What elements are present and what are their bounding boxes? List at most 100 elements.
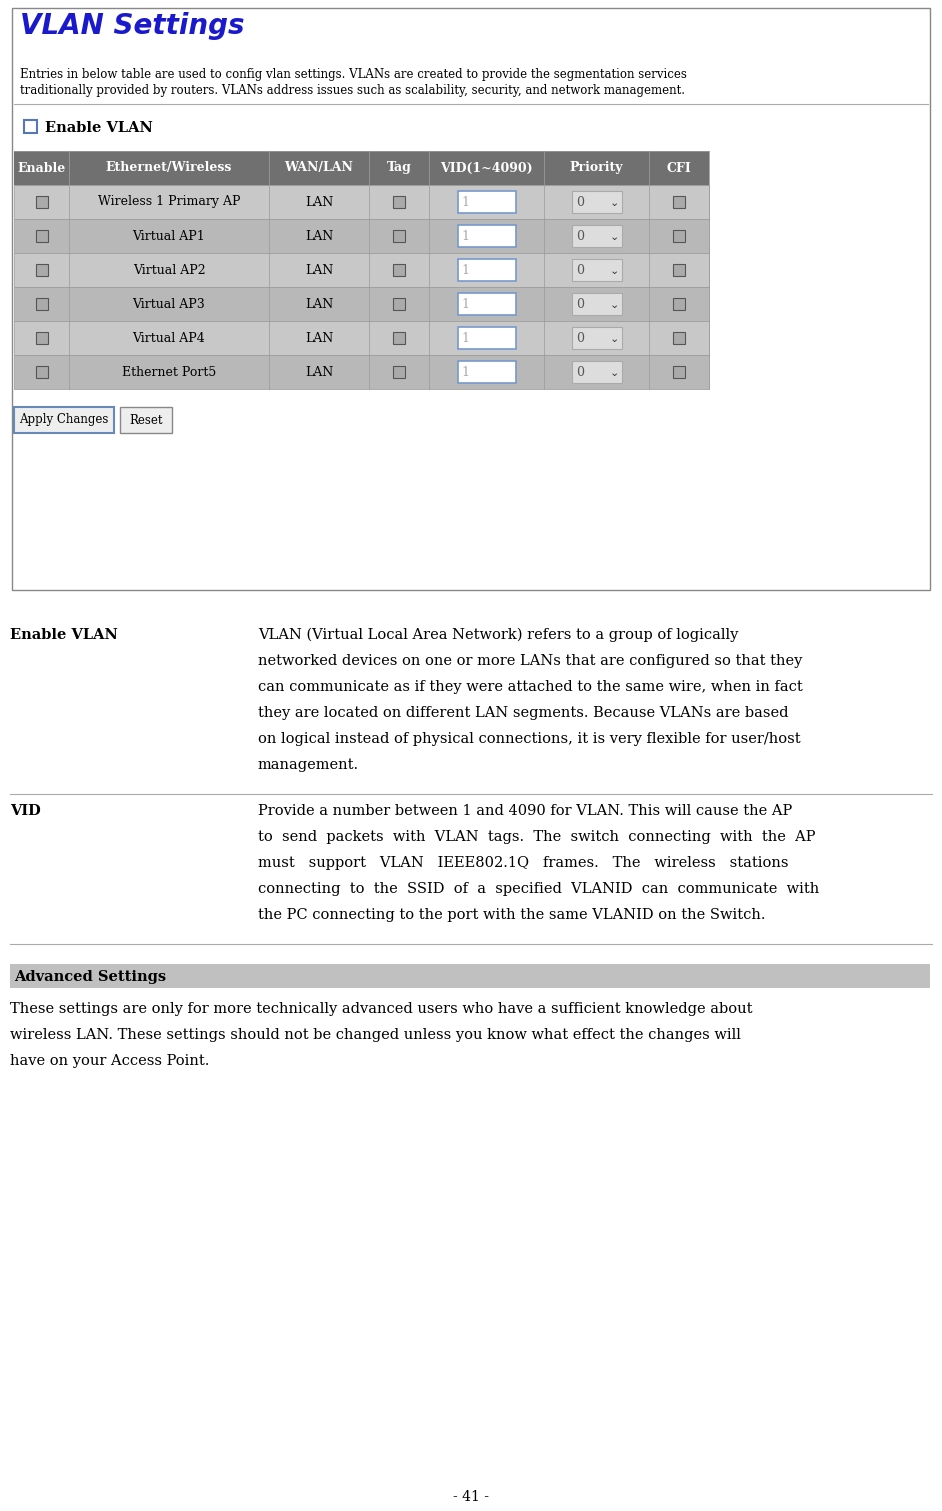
Bar	[120, 406, 172, 434]
Text: 1: 1	[462, 195, 469, 209]
Bar	[393, 230, 405, 242]
Bar	[393, 196, 405, 209]
Bar	[572, 190, 622, 213]
Text: connecting  to  the  SSID  of  a  specified  VLANID  can  communicate  with: connecting to the SSID of a specified VL…	[258, 882, 820, 896]
Bar	[458, 293, 515, 314]
Bar	[14, 355, 709, 388]
Text: ⌄: ⌄	[609, 369, 619, 378]
Text: 1: 1	[462, 230, 469, 242]
Bar	[673, 196, 685, 209]
Text: 0: 0	[577, 230, 584, 242]
Bar	[36, 366, 47, 378]
Text: Virtual AP3: Virtual AP3	[133, 298, 205, 310]
Text: LAN: LAN	[305, 263, 333, 277]
Bar	[572, 361, 622, 382]
Text: Virtual AP2: Virtual AP2	[133, 263, 205, 277]
Text: must   support   VLAN   IEEE802.1Q   frames.   The   wireless   stations: must support VLAN IEEE802.1Q frames. The…	[258, 857, 788, 870]
Text: management.: management.	[258, 759, 359, 772]
Bar	[393, 366, 405, 378]
Bar	[14, 184, 709, 219]
Bar	[14, 219, 709, 252]
Bar	[12, 8, 930, 589]
Text: ⌄: ⌄	[609, 266, 619, 277]
Text: 0: 0	[577, 298, 584, 310]
Bar	[36, 264, 47, 277]
Text: Entries in below table are used to config vlan settings. VLANs are created to pr: Entries in below table are used to confi…	[20, 68, 687, 82]
Bar	[14, 406, 114, 434]
Text: ⌄: ⌄	[609, 233, 619, 242]
Text: Virtual AP1: Virtual AP1	[133, 230, 205, 242]
Text: Enable VLAN: Enable VLAN	[45, 121, 153, 134]
Text: can communicate as if they were attached to the same wire, when in fact: can communicate as if they were attached…	[258, 680, 803, 694]
Text: LAN: LAN	[305, 331, 333, 345]
Text: CFI: CFI	[667, 162, 691, 174]
Text: ⌄: ⌄	[609, 198, 619, 209]
Text: ⌄: ⌄	[609, 301, 619, 310]
Text: to  send  packets  with  VLAN  tags.  The  switch  connecting  with  the  AP: to send packets with VLAN tags. The swit…	[258, 830, 816, 845]
Bar	[36, 230, 47, 242]
Text: Apply Changes: Apply Changes	[20, 414, 108, 426]
Bar	[673, 366, 685, 378]
Bar	[572, 293, 622, 314]
Bar	[393, 332, 405, 345]
Text: LAN: LAN	[305, 230, 333, 242]
Text: ⌄: ⌄	[609, 334, 619, 345]
Text: 1: 1	[462, 366, 469, 378]
Text: VLAN (Virtual Local Area Network) refers to a group of logically: VLAN (Virtual Local Area Network) refers…	[258, 629, 739, 642]
Bar	[14, 252, 709, 287]
Text: 0: 0	[577, 366, 584, 378]
Text: traditionally provided by routers. VLANs address issues such as scalability, sec: traditionally provided by routers. VLANs…	[20, 85, 685, 97]
Bar	[14, 320, 709, 355]
Text: Reset: Reset	[129, 414, 163, 426]
Text: on logical instead of physical connections, it is very flexible for user/host: on logical instead of physical connectio…	[258, 731, 801, 746]
Text: networked devices on one or more LANs that are configured so that they: networked devices on one or more LANs th…	[258, 654, 803, 668]
Bar	[14, 287, 709, 320]
Bar	[458, 225, 515, 246]
Text: 1: 1	[462, 263, 469, 277]
Bar	[393, 298, 405, 310]
Bar	[673, 230, 685, 242]
Bar	[458, 190, 515, 213]
Bar	[572, 326, 622, 349]
Text: These settings are only for more technically advanced users who have a sufficien: These settings are only for more technic…	[10, 1002, 753, 1015]
Text: 1: 1	[462, 331, 469, 345]
Bar	[458, 361, 515, 382]
Bar	[36, 196, 47, 209]
Bar	[458, 326, 515, 349]
Text: Priority: Priority	[570, 162, 624, 174]
Text: Advanced Settings: Advanced Settings	[14, 970, 166, 984]
Text: 0: 0	[577, 195, 584, 209]
Text: 1: 1	[462, 298, 469, 310]
Text: VID: VID	[10, 804, 41, 817]
Text: LAN: LAN	[305, 195, 333, 209]
Text: Tag: Tag	[386, 162, 412, 174]
Text: VID(1~4090): VID(1~4090)	[440, 162, 533, 174]
Text: Provide a number between 1 and 4090 for VLAN. This will cause the AP: Provide a number between 1 and 4090 for …	[258, 804, 792, 817]
Text: Ethernet Port5: Ethernet Port5	[122, 366, 216, 378]
Bar	[572, 258, 622, 281]
Bar	[14, 151, 709, 184]
Bar	[36, 332, 47, 345]
Bar	[673, 264, 685, 277]
Bar	[36, 298, 47, 310]
Bar	[10, 964, 930, 988]
Text: Enable: Enable	[17, 162, 66, 174]
Text: WAN/LAN: WAN/LAN	[284, 162, 353, 174]
Bar	[458, 258, 515, 281]
Text: wireless LAN. These settings should not be changed unless you know what effect t: wireless LAN. These settings should not …	[10, 1027, 740, 1043]
Text: 0: 0	[577, 263, 584, 277]
Text: Enable VLAN: Enable VLAN	[10, 629, 118, 642]
Text: VLAN Settings: VLAN Settings	[20, 12, 245, 39]
Text: the PC connecting to the port with the same VLANID on the Switch.: the PC connecting to the port with the s…	[258, 908, 766, 922]
Bar	[24, 119, 37, 133]
Bar	[673, 298, 685, 310]
Text: they are located on different LAN segments. Because VLANs are based: they are located on different LAN segmen…	[258, 706, 788, 721]
Text: have on your Access Point.: have on your Access Point.	[10, 1055, 209, 1068]
Text: - 41 -: - 41 -	[453, 1490, 489, 1503]
Text: Wireless 1 Primary AP: Wireless 1 Primary AP	[98, 195, 240, 209]
Text: 0: 0	[577, 331, 584, 345]
Text: LAN: LAN	[305, 298, 333, 310]
Bar	[572, 225, 622, 246]
Text: Virtual AP4: Virtual AP4	[133, 331, 205, 345]
Text: Ethernet/Wireless: Ethernet/Wireless	[106, 162, 232, 174]
